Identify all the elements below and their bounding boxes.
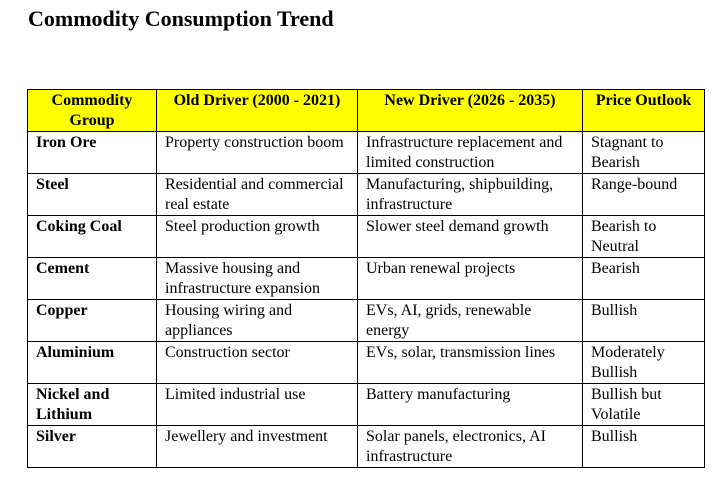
old-driver-cell: Construction sector [156, 341, 358, 384]
header-commodity-group: Commodity Group [27, 89, 157, 132]
new-driver-cell: EVs, solar, transmission lines [357, 341, 583, 384]
commodity-cell: Coking Coal [27, 215, 157, 258]
table-header-row: Commodity Group Old Driver (2000 - 2021)… [27, 89, 705, 132]
header-new-driver: New Driver (2026 - 2035) [357, 89, 583, 132]
outlook-cell: Bullish [582, 299, 705, 342]
old-driver-cell: Residential and commercial real estate [156, 173, 358, 216]
outlook-cell: Stagnant to Bearish [582, 131, 705, 174]
commodity-cell: Iron Ore [27, 131, 157, 174]
old-driver-cell: Jewellery and investment [156, 425, 358, 468]
outlook-cell: Bearish [582, 257, 705, 300]
old-driver-cell: Housing wiring and appliances [156, 299, 358, 342]
outlook-cell: Range-bound [582, 173, 705, 216]
table-row: Aluminium Construction sector EVs, solar… [27, 341, 705, 384]
table-row: Iron Ore Property construction boom Infr… [27, 131, 705, 174]
new-driver-cell: Urban renewal projects [357, 257, 583, 300]
old-driver-cell: Property construction boom [156, 131, 358, 174]
outlook-cell: Moderately Bullish [582, 341, 705, 384]
old-driver-cell: Limited industrial use [156, 383, 358, 426]
table-row: Steel Residential and commercial real es… [27, 173, 705, 216]
document-title: Commodity Consumption Trend [28, 6, 334, 31]
outlook-cell: Bullish [582, 425, 705, 468]
old-driver-cell: Steel production growth [156, 215, 358, 258]
header-old-driver: Old Driver (2000 - 2021) [156, 89, 358, 132]
table-row: Coking Coal Steel production growth Slow… [27, 215, 705, 258]
commodity-cell: Nickel and Lithium [27, 383, 157, 426]
commodity-cell: Steel [27, 173, 157, 216]
outlook-cell: Bullish but Volatile [582, 383, 705, 426]
header-price-outlook: Price Outlook [582, 89, 705, 132]
old-driver-cell: Massive housing and infrastructure expan… [156, 257, 358, 300]
new-driver-cell: Manufacturing, shipbuilding, infrastruct… [357, 173, 583, 216]
new-driver-cell: Solar panels, electronics, AI infrastruc… [357, 425, 583, 468]
new-driver-cell: EVs, AI, grids, renewable energy [357, 299, 583, 342]
commodity-cell: Aluminium [27, 341, 157, 384]
table-row: Cement Massive housing and infrastructur… [27, 257, 705, 300]
table-row: Copper Housing wiring and appliances EVs… [27, 299, 705, 342]
outlook-cell: Bearish to Neutral [582, 215, 705, 258]
commodity-cell: Silver [27, 425, 157, 468]
commodity-cell: Cement [27, 257, 157, 300]
commodity-cell: Copper [27, 299, 157, 342]
commodity-trend-table: Commodity Group Old Driver (2000 - 2021)… [27, 89, 705, 468]
table-row: Silver Jewellery and investment Solar pa… [27, 425, 705, 468]
table-row: Nickel and Lithium Limited industrial us… [27, 383, 705, 426]
new-driver-cell: Slower steel demand growth [357, 215, 583, 258]
new-driver-cell: Infrastructure replacement and limited c… [357, 131, 583, 174]
new-driver-cell: Battery manufacturing [357, 383, 583, 426]
